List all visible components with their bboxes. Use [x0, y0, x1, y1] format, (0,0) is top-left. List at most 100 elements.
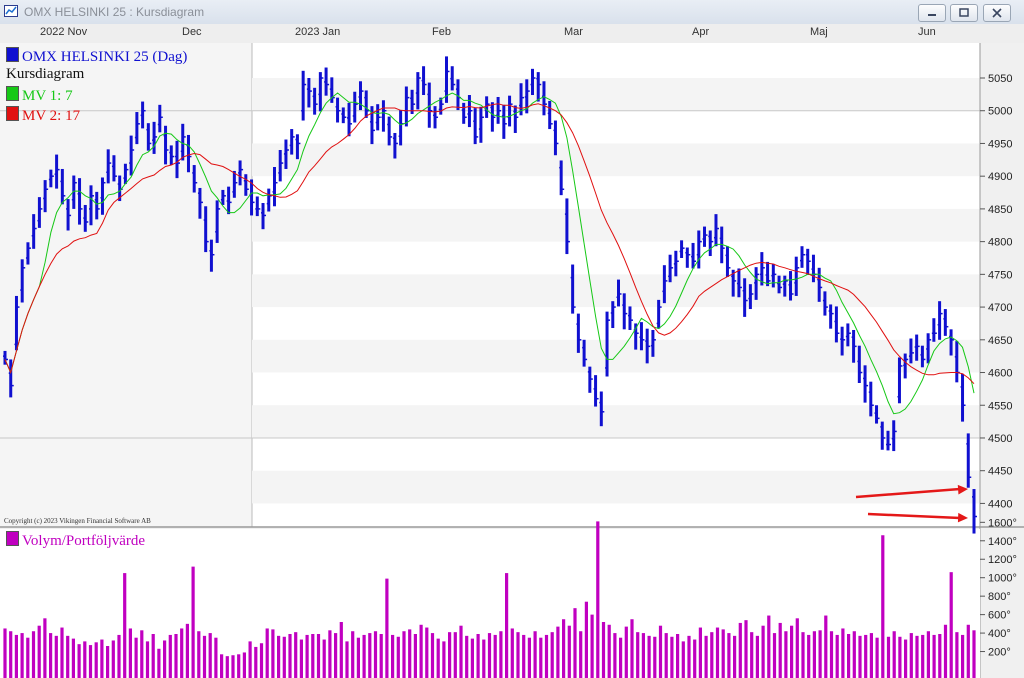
volume-bar: [858, 635, 862, 678]
price-tick-label: 4900: [988, 171, 1012, 183]
legend-main: OMX HELSINKI 25 (Dag): [6, 47, 187, 66]
price-bar: [559, 160, 565, 196]
volume-bar: [915, 635, 919, 678]
volume-bar: [647, 635, 651, 678]
price-bar: [708, 230, 714, 257]
price-bar: [375, 104, 381, 131]
price-bar: [834, 306, 840, 343]
price-bar: [352, 91, 358, 123]
price-bar: [570, 264, 576, 314]
price-bar: [759, 252, 765, 286]
price-bar: [266, 188, 272, 212]
volume-bar: [875, 637, 879, 678]
volume-bar: [926, 631, 930, 678]
price-bar: [232, 170, 238, 198]
volume-bar: [396, 636, 400, 678]
volume-bar: [607, 624, 611, 678]
price-bar: [25, 242, 31, 265]
price-bar: [8, 359, 14, 398]
volume-bar: [66, 635, 70, 678]
price-bar: [272, 167, 278, 207]
price-bar: [713, 214, 719, 247]
price-bar: [771, 263, 777, 288]
annotation-arrow: [855, 484, 968, 499]
volume-bar: [351, 631, 355, 678]
volume-bar: [242, 652, 246, 678]
series-swatch: [6, 86, 19, 101]
price-bar: [782, 275, 788, 297]
price-bar: [238, 160, 244, 186]
volume-bar: [961, 634, 965, 678]
volume-bar: [932, 634, 936, 678]
price-bar: [650, 329, 656, 357]
minimize-button[interactable]: [918, 4, 946, 22]
volume-bar: [949, 572, 953, 678]
legend-ma2-label: MV 2: 17: [22, 108, 81, 124]
price-bar: [519, 83, 525, 116]
price-tick-label: 4500: [988, 433, 1012, 445]
price-bar: [536, 72, 542, 102]
price-bar: [593, 375, 599, 407]
price-tick-label: 4800: [988, 237, 1012, 249]
price-bar: [943, 309, 949, 336]
volume-bar: [864, 634, 868, 678]
volume-tick-label: 1200°: [988, 554, 1017, 566]
price-bar: [673, 250, 679, 277]
price-tick-label: 4400: [988, 498, 1012, 510]
volume-bar: [972, 630, 976, 678]
price-bar: [450, 66, 456, 91]
price-bar: [828, 304, 834, 329]
volume-bar: [550, 632, 554, 678]
volume-bar: [362, 634, 366, 678]
price-bar: [163, 125, 169, 165]
volume-bar: [943, 624, 948, 678]
volume-bar: [385, 578, 389, 678]
volume-bar: [265, 628, 269, 678]
grid-band: [252, 78, 980, 111]
volume-bar: [630, 619, 634, 678]
volume-bar: [505, 573, 509, 678]
volume-bar: [904, 639, 908, 678]
restore-button[interactable]: [950, 4, 978, 22]
volume-bar: [37, 625, 41, 678]
volume-bar: [214, 637, 218, 678]
grid-band: [252, 208, 980, 242]
volume-bar: [106, 646, 110, 678]
close-button[interactable]: [983, 4, 1011, 22]
price-bar: [840, 326, 846, 356]
price-bar: [742, 278, 748, 317]
price-tick-label: 4600: [988, 368, 1012, 380]
volume-bar: [562, 619, 566, 678]
price-bar: [134, 112, 140, 145]
price-bar: [547, 100, 553, 130]
price-bar: [175, 140, 181, 179]
price-bar: [203, 206, 209, 253]
price-bar: [972, 489, 977, 534]
price-bar: [140, 101, 146, 129]
volume-bar: [658, 625, 663, 678]
price-bar: [920, 345, 926, 368]
volume-bar: [448, 632, 452, 678]
price-bar: [817, 267, 823, 302]
volume-bar: [430, 633, 435, 678]
month-label: 2022 Nov: [40, 26, 88, 38]
price-bar: [805, 248, 811, 276]
volume-bar: [94, 642, 98, 678]
volume-bar: [163, 640, 167, 678]
volume-bar: [778, 622, 782, 678]
price-bar: [129, 135, 135, 176]
volume-bar: [31, 631, 36, 678]
volume-tick-label: 1000°: [988, 573, 1017, 585]
volume-bar: [379, 634, 383, 678]
volume-bar: [619, 637, 623, 678]
price-bar: [37, 197, 43, 228]
price-bar: [433, 106, 439, 129]
legend-ma1-label: MV 1: 7: [22, 88, 73, 104]
volume-bar: [590, 614, 594, 678]
volume-bar: [339, 622, 343, 678]
volume-bar: [852, 631, 856, 678]
volume-bar: [676, 634, 680, 678]
volume-bar: [202, 635, 207, 678]
price-bar: [610, 301, 616, 329]
volume-bar: [636, 632, 640, 678]
